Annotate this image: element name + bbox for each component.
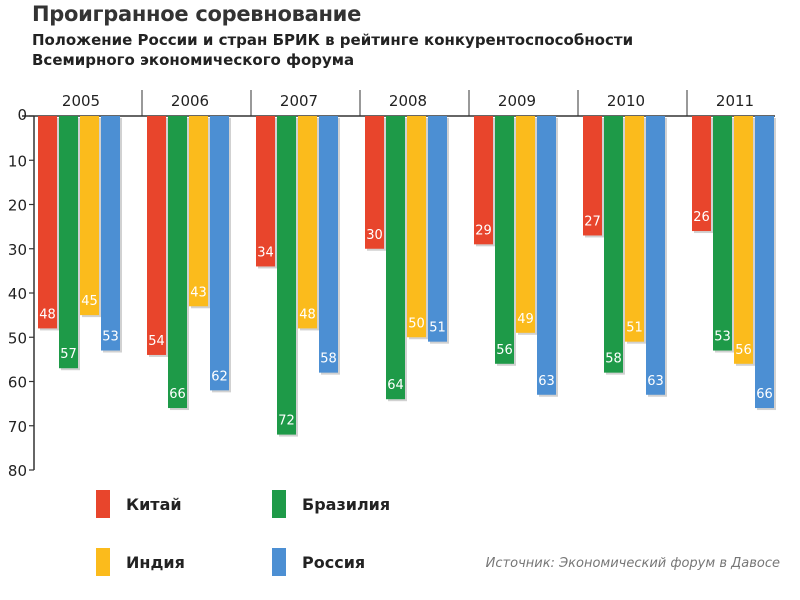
year-label-2010: 2010 bbox=[607, 92, 645, 110]
bar-2-2007 bbox=[298, 116, 317, 329]
year-label-2011: 2011 bbox=[716, 92, 754, 110]
chart-title: Проигранное соревнование bbox=[32, 2, 362, 26]
bar-2-2008 bbox=[407, 116, 426, 338]
bar-label-2-2008: 50 bbox=[408, 316, 425, 331]
bar-label-3-2009: 63 bbox=[538, 374, 555, 389]
y-tick-label-20: 20 bbox=[8, 197, 27, 215]
y-tick-label-10: 10 bbox=[8, 152, 27, 170]
bar-3-2010 bbox=[646, 116, 665, 395]
legend-swatch-brazil bbox=[272, 490, 286, 518]
bar-0-2009 bbox=[474, 116, 493, 245]
bar-label-0-2006: 54 bbox=[148, 334, 165, 349]
bar-label-0-2008: 30 bbox=[366, 228, 383, 243]
legend-swatch-russia bbox=[272, 548, 286, 576]
bar-2-2005 bbox=[80, 116, 99, 316]
bar-label-2-2010: 51 bbox=[626, 321, 643, 336]
bar-0-2008 bbox=[365, 116, 384, 249]
bar-label-1-2009: 56 bbox=[496, 343, 513, 358]
bar-1-2006 bbox=[168, 116, 187, 409]
legend-item-india: Индия bbox=[96, 548, 185, 576]
subtitle-line-1: Положение России и стран БРИК в рейтинге… bbox=[32, 31, 634, 49]
bar-2-2006 bbox=[189, 116, 208, 307]
legend-item-china: Китай bbox=[96, 490, 182, 518]
bar-label-3-2006: 62 bbox=[211, 369, 228, 384]
year-label-2008: 2008 bbox=[389, 92, 427, 110]
bar-1-2010 bbox=[604, 116, 623, 373]
bar-label-0-2005: 48 bbox=[39, 307, 56, 322]
bar-label-0-2010: 27 bbox=[584, 214, 601, 229]
legend-item-russia: Россия bbox=[272, 548, 365, 576]
bar-label-3-2008: 51 bbox=[429, 321, 446, 336]
y-tick-label-40: 40 bbox=[8, 285, 27, 303]
bar-label-2-2005: 45 bbox=[81, 294, 98, 309]
bar-label-0-2009: 29 bbox=[475, 223, 492, 238]
legend-item-brazil: Бразилия bbox=[272, 490, 390, 518]
bar-label-3-2010: 63 bbox=[647, 374, 664, 389]
bar-3-2008 bbox=[428, 116, 447, 342]
bar-0-2005 bbox=[38, 116, 57, 329]
bar-label-2-2009: 49 bbox=[517, 312, 534, 327]
bar-label-3-2007: 58 bbox=[320, 352, 337, 367]
bar-label-2-2006: 43 bbox=[190, 285, 207, 300]
bar-3-2009 bbox=[537, 116, 556, 395]
year-label-2005: 2005 bbox=[62, 92, 100, 110]
year-label-2007: 2007 bbox=[280, 92, 318, 110]
year-label-2006: 2006 bbox=[171, 92, 209, 110]
bar-2-2011 bbox=[734, 116, 753, 364]
bar-label-2-2011: 56 bbox=[735, 343, 752, 358]
bar-1-2008 bbox=[386, 116, 405, 400]
bar-1-2005 bbox=[59, 116, 78, 369]
bar-label-1-2008: 64 bbox=[387, 378, 404, 393]
y-tick-label-80: 80 bbox=[8, 462, 27, 480]
bar-label-3-2011: 66 bbox=[756, 387, 773, 402]
bar-label-1-2005: 57 bbox=[60, 347, 77, 362]
legend-label-russia: Россия bbox=[302, 552, 366, 572]
bar-3-2005 bbox=[101, 116, 120, 351]
bar-label-1-2007: 72 bbox=[278, 414, 295, 429]
bar-label-1-2010: 58 bbox=[605, 352, 622, 367]
bar-3-2006 bbox=[210, 116, 229, 391]
bar-label-1-2011: 53 bbox=[714, 330, 731, 345]
bar-0-2006 bbox=[147, 116, 166, 355]
y-tick-label-0: 0 bbox=[17, 106, 27, 124]
y-tick-label-50: 50 bbox=[8, 329, 27, 347]
y-tick-label-30: 30 bbox=[8, 241, 27, 259]
y-tick-label-60: 60 bbox=[8, 374, 27, 392]
legend-swatch-china bbox=[96, 490, 110, 518]
bar-0-2007 bbox=[256, 116, 275, 267]
bar-0-2011 bbox=[692, 116, 711, 232]
legend-label-brazil: Бразилия bbox=[302, 494, 391, 514]
legend-label-china: Китай bbox=[126, 494, 182, 514]
bar-3-2011 bbox=[755, 116, 774, 409]
year-label-2009: 2009 bbox=[498, 92, 536, 110]
bar-label-0-2007: 34 bbox=[257, 245, 274, 260]
legend-swatch-india bbox=[96, 548, 110, 576]
bar-1-2009 bbox=[495, 116, 514, 364]
bar-label-0-2011: 26 bbox=[693, 210, 710, 225]
bar-1-2011 bbox=[713, 116, 732, 351]
bar-2-2009 bbox=[516, 116, 535, 333]
subtitle-line-2: Всемирного экономического форума bbox=[32, 51, 355, 69]
bar-label-1-2006: 66 bbox=[169, 387, 186, 402]
bar-3-2007 bbox=[319, 116, 338, 373]
bar-2-2010 bbox=[625, 116, 644, 342]
bar-label-3-2005: 53 bbox=[102, 330, 119, 345]
y-tick-label-70: 70 bbox=[8, 418, 27, 436]
legend-label-india: Индия bbox=[126, 552, 185, 572]
source-note: Источник: Экономический форум в Давосе bbox=[485, 556, 780, 571]
bar-label-2-2007: 48 bbox=[299, 307, 316, 322]
chart-subtitle: Положение России и стран БРИК в рейтинге… bbox=[32, 30, 732, 70]
bar-1-2007 bbox=[277, 116, 296, 435]
bar-0-2010 bbox=[583, 116, 602, 236]
